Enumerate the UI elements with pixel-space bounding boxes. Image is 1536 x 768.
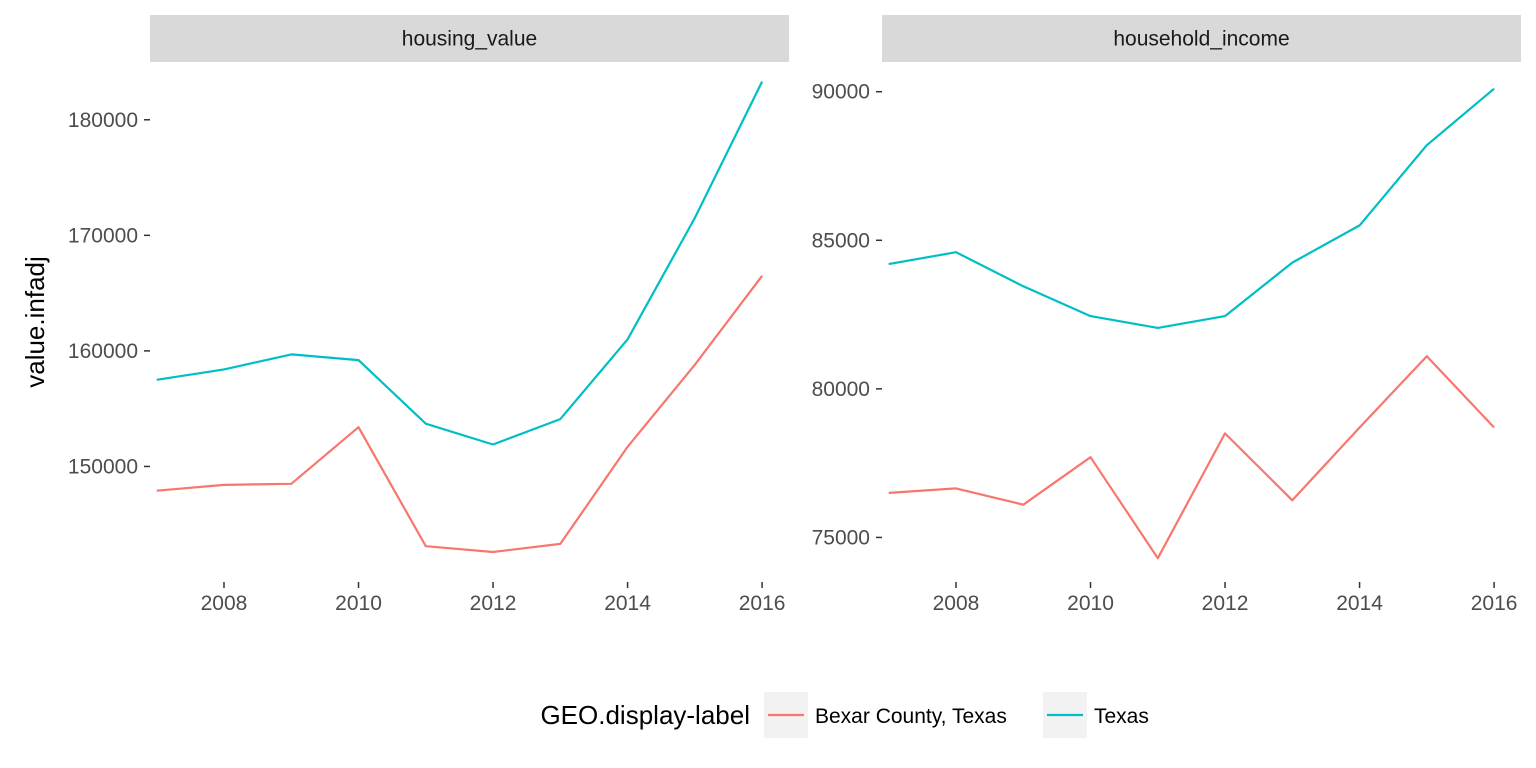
x-tick-label: 2008 (933, 592, 980, 615)
x-tick-label: 2014 (1336, 592, 1383, 615)
x-tick-label: 2008 (201, 592, 248, 615)
y-tick-label: 80000 (812, 378, 870, 401)
y-tick-label: 85000 (812, 229, 870, 252)
x-tick-label: 2016 (1471, 592, 1518, 615)
facet-strip (882, 15, 1521, 62)
series-line-bexar-county-texas (888, 355, 1495, 560)
y-tick-label: 90000 (812, 81, 870, 104)
series-line-texas (156, 81, 764, 446)
series-line-texas (888, 87, 1495, 329)
facet-strip (150, 15, 789, 62)
y-tick-label: 170000 (68, 224, 138, 247)
legend-title: GEO.display-label (540, 700, 750, 730)
legend-item-bexar-county-texas: Bexar County, Texas (764, 692, 1007, 738)
legend-item-texas: Texas (1043, 692, 1149, 738)
legend: GEO.display-label Bexar County, Texas Texa… (540, 692, 1149, 738)
facet-housing-value: housing_value 150000 160000 170000 180000 200… (68, 15, 789, 615)
x-tick-label: 2014 (604, 592, 651, 615)
x-tick-label: 2010 (1067, 592, 1114, 615)
facet-title: housing_value (402, 28, 537, 51)
y-tick-label: 160000 (68, 340, 138, 363)
legend-label: Texas (1094, 705, 1149, 728)
y-axis-title: value.infadj (20, 256, 50, 388)
x-tick-label: 2012 (1202, 592, 1249, 615)
legend-label: Bexar County, Texas (815, 705, 1007, 728)
y-tick-label: 75000 (812, 526, 870, 549)
y-tick-label: 150000 (68, 455, 138, 478)
facet-title: household_income (1113, 28, 1289, 51)
x-tick-label: 2012 (470, 592, 517, 615)
facet-household-income: household_income 75000 80000 85000 90000 2008… (812, 15, 1521, 615)
y-tick-label: 180000 (68, 109, 138, 132)
x-tick-label: 2010 (335, 592, 382, 615)
x-tick-label: 2016 (739, 592, 786, 615)
series-line-bexar-county-texas (156, 275, 763, 554)
